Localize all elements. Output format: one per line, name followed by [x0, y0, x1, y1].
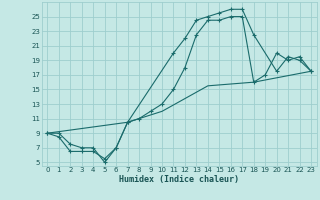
X-axis label: Humidex (Indice chaleur): Humidex (Indice chaleur) — [119, 175, 239, 184]
